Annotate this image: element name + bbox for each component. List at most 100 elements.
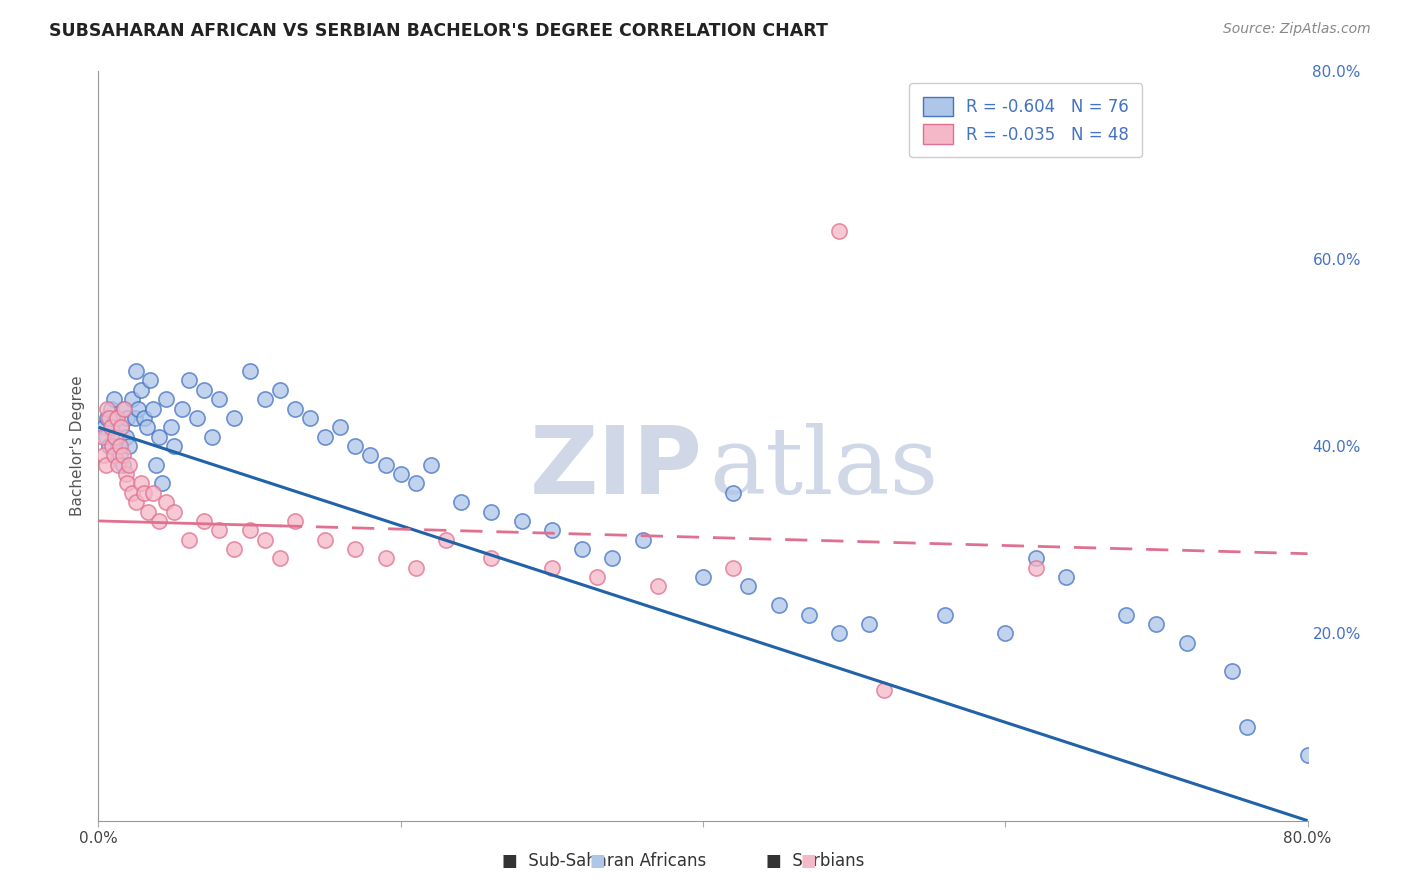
Point xyxy=(201,430,224,444)
Point xyxy=(1236,720,1258,734)
Text: ■  Sub-Saharan Africans: ■ Sub-Saharan Africans xyxy=(502,852,707,870)
Text: ZIP: ZIP xyxy=(530,423,703,515)
Point xyxy=(193,383,215,397)
Point xyxy=(124,411,146,425)
Point xyxy=(994,626,1017,640)
Point xyxy=(602,551,624,566)
Text: SUBSAHARAN AFRICAN VS SERBIAN BACHELOR'S DEGREE CORRELATION CHART: SUBSAHARAN AFRICAN VS SERBIAN BACHELOR'S… xyxy=(49,22,828,40)
Point xyxy=(163,505,186,519)
Point xyxy=(100,401,122,416)
Point xyxy=(129,383,152,397)
Point xyxy=(114,430,136,444)
Point xyxy=(142,401,165,416)
Point xyxy=(586,570,609,584)
Point xyxy=(1024,551,1046,566)
Point xyxy=(163,439,186,453)
Point xyxy=(797,607,820,622)
Point xyxy=(208,524,231,538)
Point xyxy=(1144,617,1167,632)
Point xyxy=(1220,664,1243,678)
Point xyxy=(148,514,170,528)
Point xyxy=(105,430,128,444)
Point xyxy=(96,411,118,425)
Point xyxy=(314,430,336,444)
Point xyxy=(118,439,141,453)
Point xyxy=(374,551,396,566)
Text: ■  Serbians: ■ Serbians xyxy=(766,852,865,870)
Point xyxy=(239,524,262,538)
Point xyxy=(132,486,155,500)
Point xyxy=(1175,635,1198,649)
Point xyxy=(125,495,148,509)
Point xyxy=(540,561,562,575)
Point xyxy=(111,458,134,472)
Point xyxy=(110,420,132,434)
Point xyxy=(1054,570,1077,584)
Point xyxy=(239,364,262,378)
Point xyxy=(112,401,135,416)
Point xyxy=(155,392,177,407)
Point xyxy=(405,476,427,491)
Point xyxy=(108,439,131,453)
Text: ■: ■ xyxy=(589,852,606,870)
Point xyxy=(155,495,177,509)
Point xyxy=(115,411,138,425)
Point xyxy=(148,430,170,444)
Point xyxy=(108,449,131,463)
Point xyxy=(1115,607,1137,622)
Point xyxy=(101,420,124,434)
Point xyxy=(253,392,276,407)
Point xyxy=(723,561,745,575)
Point xyxy=(114,467,136,482)
Point xyxy=(111,449,134,463)
Point xyxy=(344,542,367,557)
Point xyxy=(768,599,790,613)
Point xyxy=(136,505,159,519)
Point xyxy=(129,476,152,491)
Point xyxy=(179,374,201,388)
Point xyxy=(540,524,562,538)
Point xyxy=(269,383,291,397)
Point xyxy=(150,476,173,491)
Point xyxy=(145,458,167,472)
Point xyxy=(828,223,851,237)
Point xyxy=(284,514,307,528)
Point xyxy=(170,401,193,416)
Point xyxy=(105,411,128,425)
Point xyxy=(121,392,143,407)
Point xyxy=(193,514,215,528)
Point xyxy=(631,533,654,547)
Point xyxy=(692,570,714,584)
Point xyxy=(571,542,593,557)
Point xyxy=(186,411,208,425)
Point xyxy=(112,401,135,416)
Point xyxy=(360,449,382,463)
Point xyxy=(179,533,201,547)
Point xyxy=(1024,561,1046,575)
Point xyxy=(98,439,121,453)
Point xyxy=(224,411,246,425)
Point xyxy=(98,411,121,425)
Point xyxy=(101,439,124,453)
Point xyxy=(420,458,443,472)
Point xyxy=(481,505,503,519)
Point xyxy=(91,430,114,444)
Text: ■: ■ xyxy=(800,852,817,870)
Point xyxy=(481,551,503,566)
Point xyxy=(284,401,307,416)
Point xyxy=(121,486,143,500)
Point xyxy=(96,401,118,416)
Point xyxy=(828,626,851,640)
Point xyxy=(104,411,127,425)
Point xyxy=(405,561,427,575)
Point xyxy=(647,580,669,594)
Point xyxy=(208,392,231,407)
Point xyxy=(374,458,396,472)
Point xyxy=(127,401,149,416)
Point xyxy=(160,420,183,434)
Point xyxy=(118,458,141,472)
Point xyxy=(389,467,412,482)
Text: atlas: atlas xyxy=(709,424,938,514)
Point xyxy=(107,439,129,453)
Point xyxy=(858,617,880,632)
